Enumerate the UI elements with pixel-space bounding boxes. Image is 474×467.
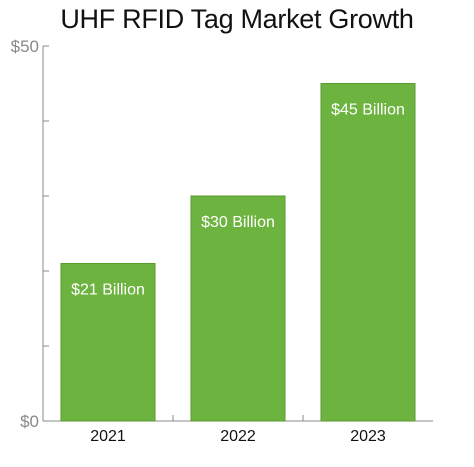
data-label-2022: $30 Billion bbox=[201, 214, 275, 231]
x-tick-label-2021: 2021 bbox=[90, 428, 126, 445]
x-tick-label-2022: 2022 bbox=[220, 428, 256, 445]
y-ticks: $0 $50 bbox=[11, 37, 49, 431]
y-tick-label: $0 bbox=[20, 412, 39, 431]
bars bbox=[60, 83, 416, 422]
x-tick-label-2023: 2023 bbox=[350, 428, 386, 445]
y-tick-label: $50 bbox=[11, 37, 39, 56]
x-ticks: 2021 2022 2023 bbox=[90, 415, 386, 445]
chart-title: UHF RFID Tag Market Growth bbox=[60, 4, 414, 34]
bar-2023 bbox=[320, 83, 416, 422]
data-label-2021: $21 Billion bbox=[71, 282, 145, 299]
bar-2022 bbox=[190, 195, 286, 422]
bar-2021 bbox=[60, 263, 156, 422]
data-labels: $21 Billion $30 Billion $45 Billion bbox=[71, 102, 405, 299]
data-label-2023: $45 Billion bbox=[331, 102, 405, 119]
